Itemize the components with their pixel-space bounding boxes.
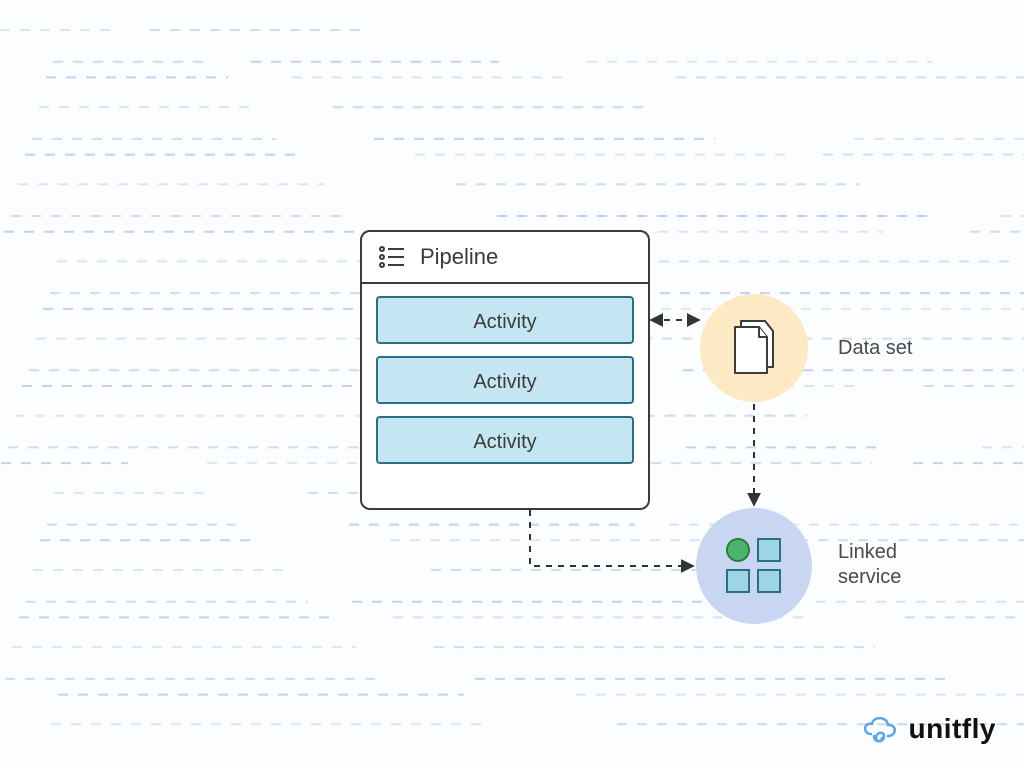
activity-box: Activity [376,296,634,344]
pipeline-body: Activity Activity Activity [362,284,648,476]
brand-logo: unitfly [859,712,997,746]
list-icon [378,245,406,269]
pipeline-title: Pipeline [420,244,498,270]
linked-service-icon [720,532,790,602]
brand-name: unitfly [909,713,997,745]
dataset-label: Data set [838,336,912,361]
activity-box: Activity [376,416,634,464]
document-stack-icon [727,317,781,379]
activity-box: Activity [376,356,634,404]
linked-service-label: Linked service [838,540,901,590]
pipeline-container: Pipeline Activity Activity Activity [360,230,650,510]
cloud-icon [859,712,899,746]
pipeline-header: Pipeline [362,232,648,284]
